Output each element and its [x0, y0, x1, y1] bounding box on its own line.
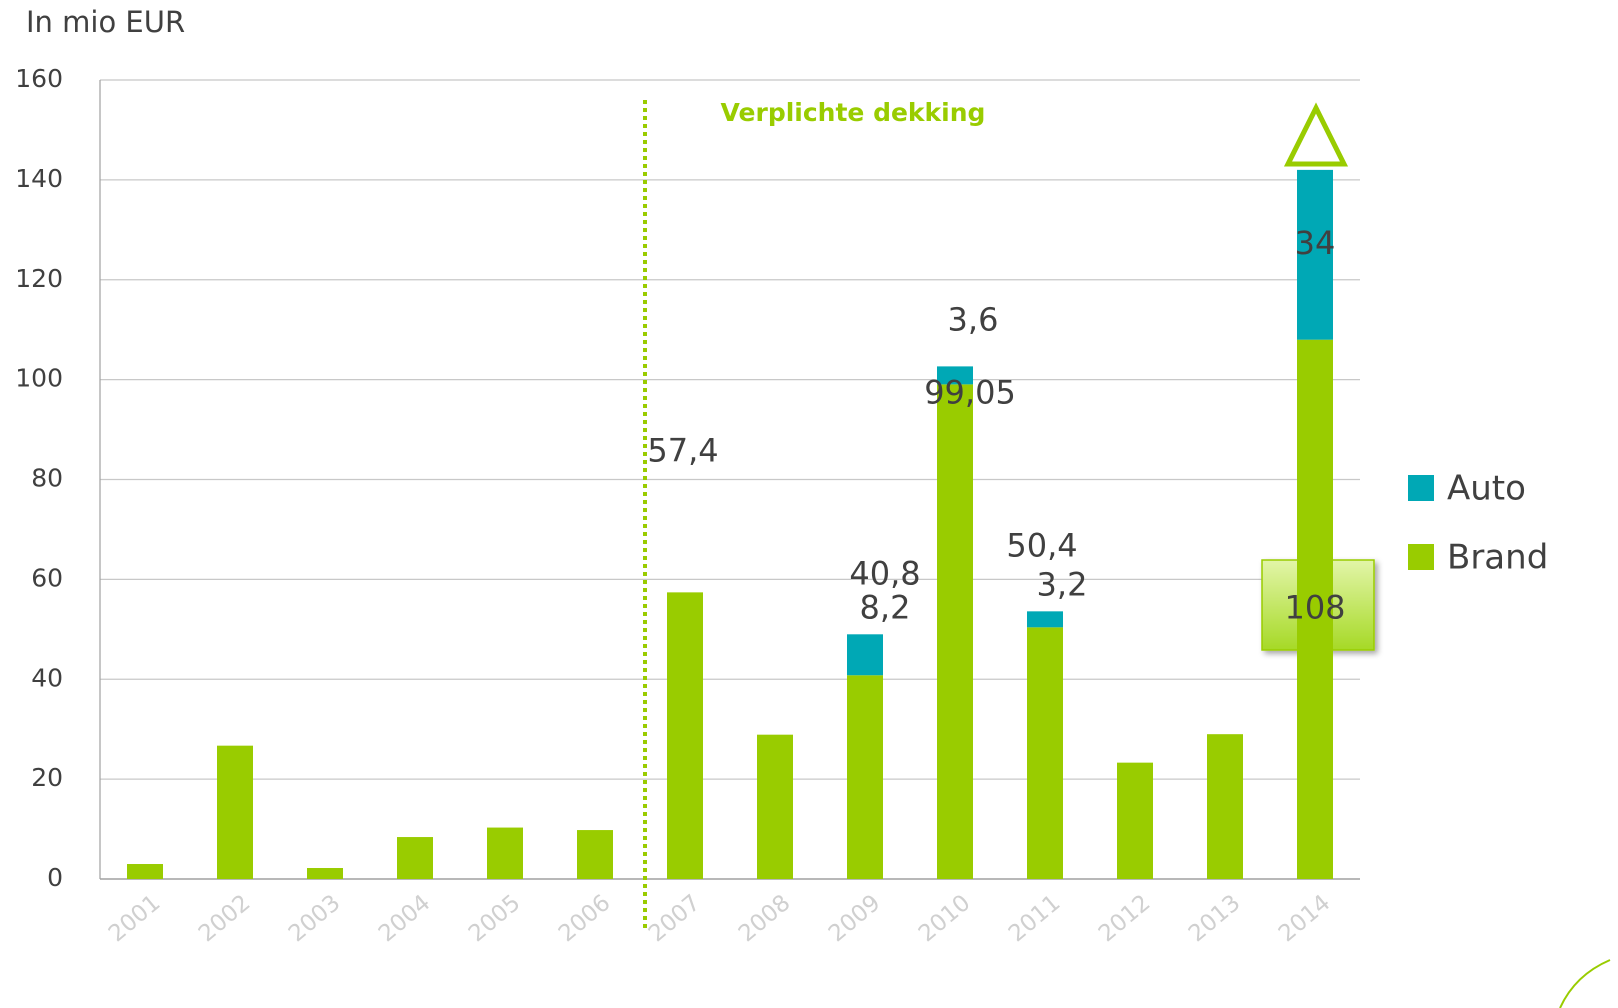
data-label: 99,05: [924, 373, 1016, 411]
bar-segment: [307, 868, 343, 879]
data-label: 34: [1295, 224, 1336, 262]
y-tick-label: 120: [15, 264, 63, 293]
data-label: 3,6: [948, 300, 999, 338]
x-tick-label: 2002: [194, 890, 256, 948]
x-tick-label: 2014: [1274, 890, 1336, 948]
data-label: 40,8: [849, 554, 920, 592]
bar-segment: [1117, 762, 1153, 879]
y-axis-label: In mio EUR: [26, 5, 185, 39]
bar-segment: [847, 634, 883, 676]
y-tick-label: 60: [31, 563, 63, 592]
y-tick-label: 160: [15, 64, 63, 93]
x-tick-label: 2006: [554, 890, 616, 948]
x-tick-label: 2010: [914, 890, 976, 948]
bar-segment: [937, 384, 973, 879]
x-tick-label: 2012: [1094, 890, 1156, 948]
bar-segment: [127, 864, 163, 879]
y-tick-label: 80: [31, 464, 63, 493]
y-tick-label: 40: [31, 663, 63, 692]
bar-segment: [577, 830, 613, 879]
y-tick-label: 100: [15, 364, 63, 393]
x-tick-label: 2004: [374, 890, 436, 948]
annotation: Verplichte dekking: [721, 98, 986, 127]
x-tick-label: 2003: [284, 890, 346, 948]
legend-label: Brand: [1447, 538, 1548, 578]
bar-segment: [1297, 169, 1333, 340]
y-tick-label: 140: [15, 164, 63, 193]
bar-segment: [397, 837, 433, 879]
data-label: 108: [1284, 588, 1345, 626]
bar-segment: [217, 745, 253, 879]
bar-segment: [937, 366, 973, 385]
bar-segment: [1207, 734, 1243, 879]
bar-segment: [1297, 339, 1333, 879]
x-tick-label: 2005: [464, 890, 526, 948]
bar-segment: [847, 675, 883, 879]
legend-label: Auto: [1447, 469, 1526, 509]
data-label: 50,4: [1006, 526, 1077, 564]
x-tick-label: 2008: [734, 890, 796, 948]
y-tick-label: 0: [47, 863, 63, 892]
x-tick-label: 2013: [1184, 890, 1246, 948]
legend-swatch: [1408, 475, 1434, 501]
y-tick-label: 20: [31, 763, 63, 792]
x-tick-label: 2001: [104, 890, 166, 948]
x-tick-label: 2011: [1004, 890, 1066, 948]
bar-segment: [1027, 611, 1063, 628]
x-tick-label: 2007: [644, 890, 706, 948]
bar-segment: [1027, 627, 1063, 879]
data-label: 8,2: [860, 588, 911, 626]
bar-segment: [667, 592, 703, 879]
data-label: 57,4: [647, 431, 718, 469]
legend-swatch: [1408, 544, 1434, 570]
x-tick-label: 2009: [824, 890, 886, 948]
bar-segment: [757, 734, 793, 879]
data-label: 3,2: [1037, 565, 1088, 603]
up-arrow: [1283, 102, 1349, 167]
bar-segment: [487, 827, 523, 879]
logo-curve: [1559, 959, 1611, 1008]
